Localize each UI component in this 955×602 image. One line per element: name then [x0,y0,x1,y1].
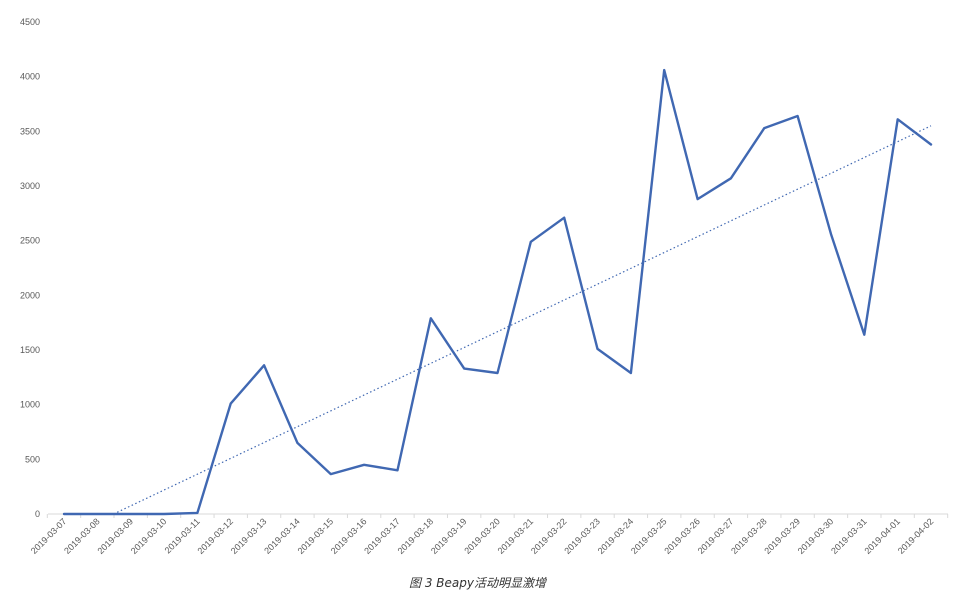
y-tick-label: 2000 [20,290,40,300]
series-lines [62,68,933,516]
x-tick-label: 2019-04-02 [896,516,936,556]
line-chart: 0 500 1000 1500 2000 2500 3000 3500 4000 4500 201… [20,17,949,556]
y-tick-label: 4000 [20,72,40,82]
trendline [113,125,932,515]
y-tick-label: 0 [35,509,40,519]
y-tick-label: 3500 [20,126,40,136]
x-axis: 2019-03-072019-03-082019-03-092019-03-10… [29,513,949,556]
y-tick-label: 500 [25,454,40,464]
x-tick-label: 2019-03-10 [129,516,169,556]
trendline-line [113,125,932,515]
y-axis: 0 500 1000 1500 2000 2500 3000 3500 4000 4500 [20,17,40,519]
y-tick-label: 4500 [20,17,40,27]
figure-caption: 图 3 Beapy活动明显激增 [409,576,546,590]
y-tick-label: 2500 [20,236,40,246]
y-tick-label: 3000 [20,181,40,191]
y-tick-label: 1500 [20,345,40,355]
series-line [62,68,933,516]
y-tick-label: 1000 [20,400,40,410]
